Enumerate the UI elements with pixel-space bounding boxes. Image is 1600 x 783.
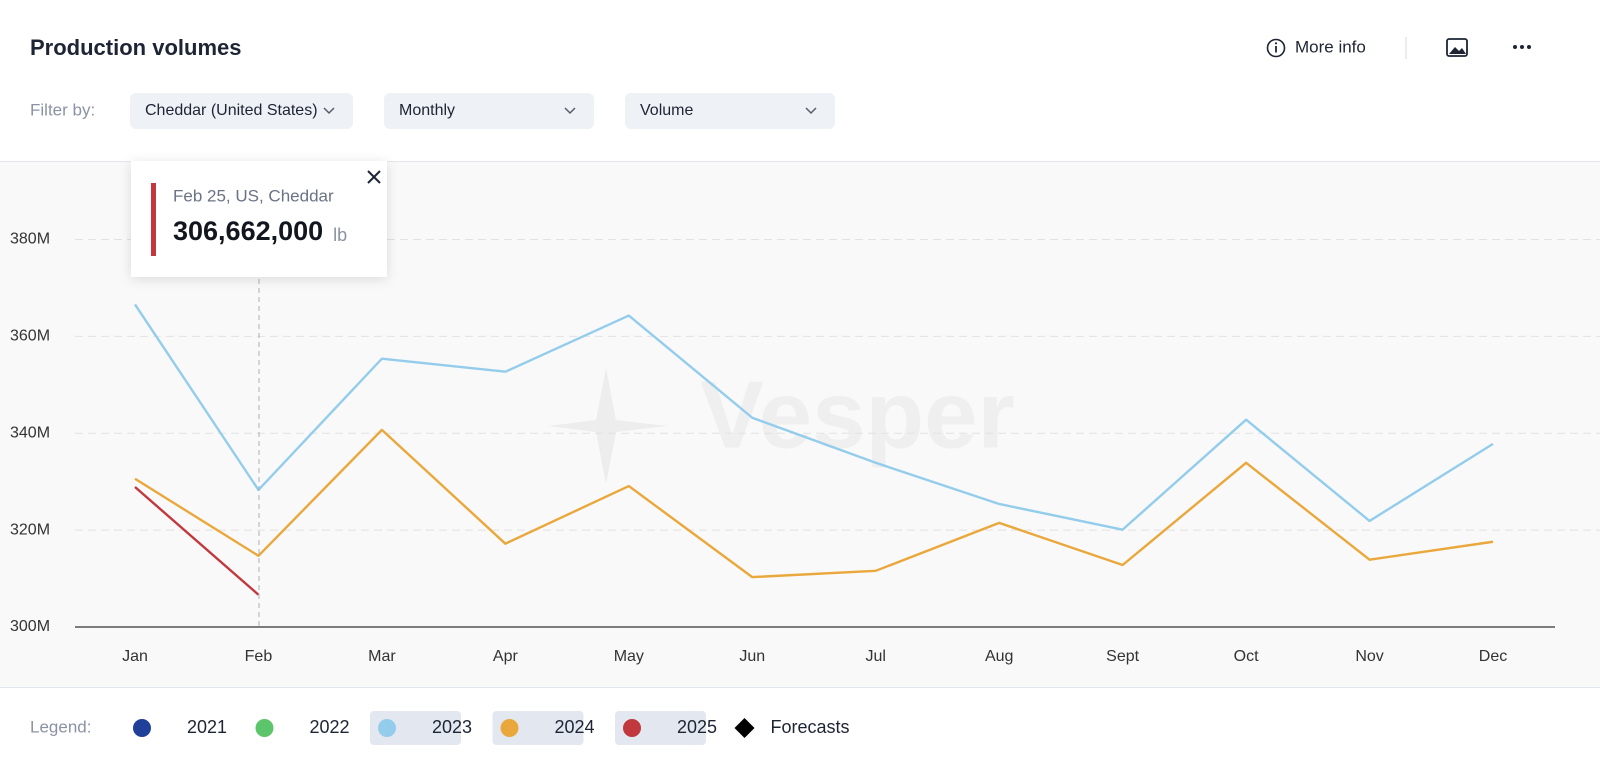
filter-dropdown[interactable]: Volume [625, 93, 835, 129]
title: Production volumes [30, 35, 241, 60]
legend-item[interactable]: 2024 [492, 711, 595, 745]
y-tick-label: 360M [10, 328, 50, 345]
watermark-icon [548, 368, 668, 484]
legend-label: Legend: [30, 717, 91, 736]
dropdown-box [625, 93, 835, 129]
info-icon [1266, 38, 1286, 58]
filter-dropdown[interactable]: Monthly [384, 93, 594, 129]
tooltip: Feb 25, US, Cheddar 306,662,000 lb [131, 161, 387, 277]
legend-label: 2023 [432, 717, 472, 737]
chevron [323, 107, 335, 115]
legend-item[interactable]: 2023 [370, 711, 472, 745]
legend-label: 2022 [310, 717, 350, 737]
dot [1513, 45, 1517, 49]
x-tick-label: Sept [1106, 648, 1139, 665]
more-info-label: More info [1295, 37, 1366, 56]
tooltip-box [131, 161, 387, 277]
x-tick-label: May [614, 648, 644, 665]
legend-swatch [623, 719, 641, 737]
image-icon [1446, 38, 1468, 57]
tooltip-close[interactable] [367, 170, 381, 184]
y-tick-label: 340M [10, 424, 50, 441]
dropdown-label: Volume [640, 102, 693, 119]
dropdown-label: Cheddar (United States) [145, 102, 318, 119]
filter-label: Filter by: [30, 100, 95, 119]
legend-swatch [255, 719, 274, 737]
filter-dropdown[interactable]: Cheddar (United States) [130, 93, 353, 129]
legend-item[interactable]: 2021 [133, 717, 227, 737]
chevron [805, 107, 817, 115]
y-tick-label: 300M [10, 618, 50, 635]
dropdown-label: Monthly [399, 102, 455, 119]
watermark: Vesper [700, 361, 1015, 468]
series-line [134, 486, 260, 596]
more-button[interactable] [1513, 45, 1531, 49]
close-icon [367, 170, 381, 184]
legend-pill [492, 711, 584, 745]
x-tick-label: Dec [1479, 648, 1507, 665]
x-tick-label: Jan [122, 648, 148, 665]
x-tick-label: Oct [1234, 648, 1259, 665]
x-tick-label: Feb [245, 648, 273, 665]
x-tick-label: Jul [866, 648, 886, 665]
legend-pill [370, 711, 461, 745]
image-button[interactable] [1446, 38, 1468, 57]
chevron [564, 107, 576, 115]
watermark-logo [548, 368, 668, 484]
series-line [134, 428, 1494, 579]
legend-swatch [500, 719, 519, 737]
legend-label: 2025 [677, 717, 717, 737]
legend-label: 2024 [555, 717, 595, 737]
x-tick-label: Apr [493, 648, 519, 665]
x-tick-label: Jun [739, 648, 765, 665]
dot [1527, 45, 1531, 49]
dot [1520, 45, 1524, 49]
y-tick-label: 320M [10, 521, 50, 538]
x-tick-label: Mar [368, 648, 396, 665]
image-icon [1449, 47, 1466, 54]
y-tick-label: 380M [10, 231, 50, 248]
legend-swatch [378, 719, 396, 737]
legend-label: 2021 [187, 717, 227, 737]
legend-swatch [133, 719, 151, 737]
tooltip-unit: lb [333, 225, 347, 245]
forecast-swatch [734, 718, 755, 738]
legend-pill [615, 711, 706, 745]
tooltip-accent [151, 183, 156, 256]
series-line [134, 303, 1494, 531]
tooltip-title: Feb 25, US, Cheddar [173, 186, 334, 205]
legend-item[interactable]: Forecasts [734, 717, 850, 738]
dropdown-box [130, 93, 353, 129]
legend-label: Forecasts [771, 717, 850, 737]
x-tick-label: Nov [1355, 648, 1383, 665]
more-info-button[interactable]: More info [1266, 37, 1366, 58]
tooltip-value: 306,662,000 [173, 216, 323, 246]
x-tick-label: Aug [985, 648, 1013, 665]
legend-item[interactable]: 2022 [255, 717, 350, 737]
legend-item[interactable]: 2025 [615, 711, 717, 745]
info-icon [1274, 42, 1278, 45]
dropdown-box [384, 93, 594, 129]
